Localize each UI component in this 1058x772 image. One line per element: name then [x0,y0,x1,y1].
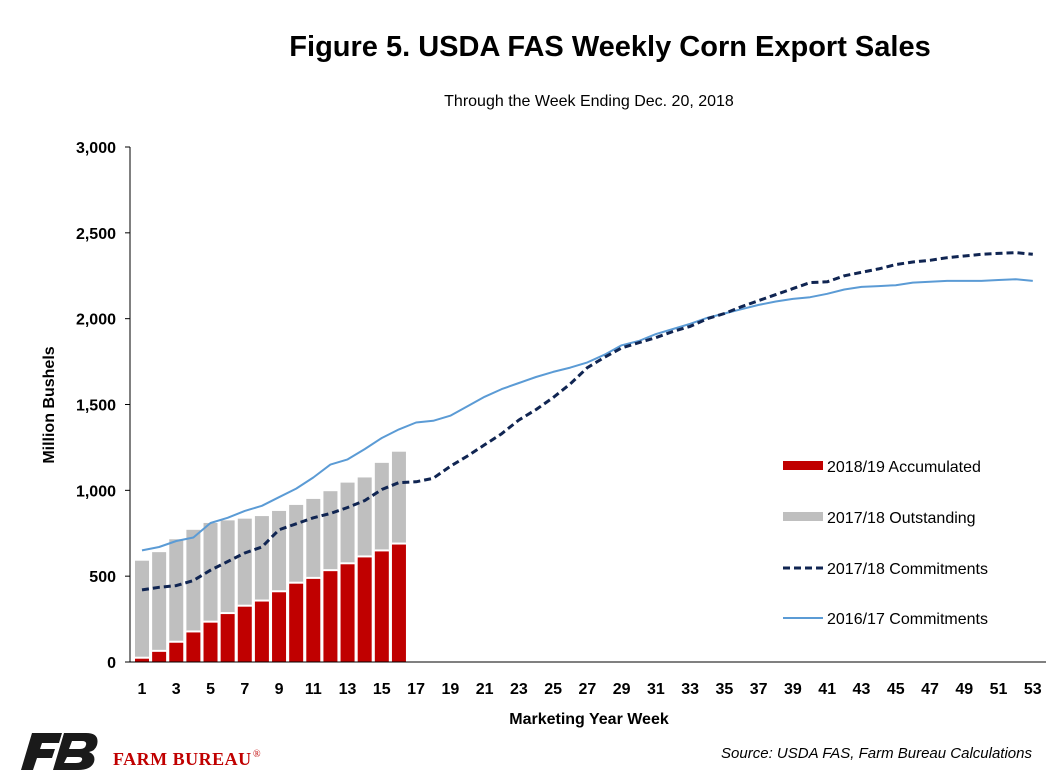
bar-accumulated [357,557,372,662]
x-tick-label: 17 [407,681,425,698]
bar-accumulated [340,564,355,662]
x-tick-label: 43 [853,681,871,698]
bar-outstanding [203,522,218,622]
legend-label-commitments-1617: 2016/17 Commitments [827,611,988,628]
y-tick-label: 0 [107,655,116,672]
bar-outstanding [220,520,235,614]
bar-outstanding [306,498,321,578]
y-tick-label: 1,500 [76,398,116,415]
brand-name: FARM BUREAU [113,749,252,769]
x-tick-label: 45 [887,681,905,698]
farm-bureau-logo: FARM BUREAU ® [21,733,261,770]
x-tick-label: 9 [275,681,284,698]
bar-outstanding [135,560,149,658]
bar-outstanding [272,510,287,592]
x-tick-label: 33 [681,681,699,698]
bar-accumulated [374,551,389,662]
x-tick-label: 5 [206,681,215,698]
line-layer [141,251,1033,592]
y-tick-label: 2,000 [76,312,116,329]
x-tick-label: 31 [647,681,665,698]
bar-accumulated [186,632,201,662]
bar-outstanding [289,504,304,583]
x-tick-label: 7 [240,681,249,698]
bar-outstanding [169,539,184,642]
bar-accumulated [220,614,235,662]
fb-logo-icon [21,733,98,770]
bar-outstanding [340,482,355,564]
y-tick-label: 1,000 [76,483,116,500]
bar-outstanding [357,477,372,557]
bar-accumulated [237,606,252,662]
bar-outstanding [237,518,252,606]
bar-accumulated [323,571,338,662]
bar-accumulated [152,651,167,662]
bar-outstanding [152,552,167,651]
x-tick-label: 21 [476,681,494,698]
x-tick-label: 53 [1024,681,1042,698]
bar-outstanding [186,529,201,632]
series-line-2016-17-commitments [141,278,1033,552]
legend-swatch-outstanding [783,512,823,521]
y-tick-label: 2,500 [76,226,116,243]
brand-registered-mark: ® [253,749,261,760]
x-tick-label: 19 [441,681,459,698]
y-axis-title: Million Bushels [41,346,58,463]
legend-label-outstanding: 2017/18 Outstanding [827,510,976,527]
chart-subtitle: Through the Week Ending Dec. 20, 2018 [444,93,734,110]
x-tick-label: 51 [990,681,1008,698]
bar-outstanding [391,451,406,544]
x-tick-label: 39 [784,681,802,698]
x-tick-label: 3 [172,681,181,698]
y-tick-label: 500 [89,569,116,586]
legend-swatch-accumulated [783,461,823,470]
bar-accumulated [272,592,287,662]
x-tick-label: 25 [544,681,562,698]
x-tick-label: 37 [750,681,768,698]
x-tick-label: 1 [138,681,147,698]
bar-accumulated [306,578,321,662]
x-axis-ticks: 1 3 5 7 9 11 13 15 17 19 21 23 25 27 29 31 33 35 37 39 41 43 4… [138,681,1042,698]
y-axis-ticks: 0 500 1,000 1,500 2,000 2,500 3,000 [76,140,130,672]
legend-label-commitments-1718: 2017/18 Commitments [827,561,988,578]
bar-accumulated [203,622,218,662]
x-tick-label: 47 [921,681,939,698]
bar-accumulated [169,642,184,662]
bar-layer [135,451,406,662]
bar-outstanding [254,516,269,601]
x-tick-label: 35 [716,681,734,698]
y-tick-label: 3,000 [76,140,116,157]
x-tick-label: 27 [578,681,596,698]
x-tick-label: 41 [818,681,836,698]
bar-accumulated [254,601,269,662]
series-line-2017-18-commitments [141,251,1033,592]
bar-accumulated [289,583,304,662]
x-tick-label: 23 [510,681,528,698]
legend-label-accumulated: 2018/19 Accumulated [827,459,981,476]
chart-title: Figure 5. USDA FAS Weekly Corn Export Sa… [289,31,930,63]
x-tick-label: 49 [955,681,973,698]
bar-outstanding [323,491,338,571]
legend: 2018/19 Accumulated 2017/18 Outstanding … [783,459,988,628]
x-tick-label: 15 [373,681,391,698]
x-tick-label: 13 [339,681,357,698]
bar-accumulated [391,544,406,662]
x-tick-label: 29 [613,681,631,698]
x-axis-title: Marketing Year Week [509,711,669,728]
bar-outstanding [374,462,389,551]
x-tick-label: 11 [305,681,322,698]
source-note: Source: USDA FAS, Farm Bureau Calculatio… [721,745,1032,762]
bar-accumulated [135,658,149,662]
